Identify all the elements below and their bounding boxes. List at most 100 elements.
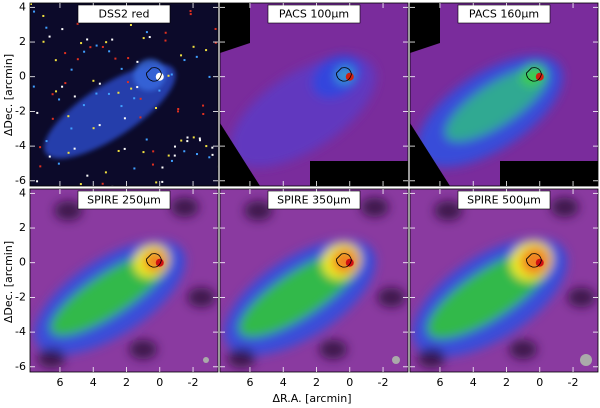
star [95,92,98,95]
x-tick-label: -2 [378,376,389,389]
unmapped-area [220,123,260,186]
star [33,10,36,13]
star [80,42,83,45]
star [195,153,198,156]
x-tick-label: -2 [568,376,579,389]
star [117,149,120,152]
star [205,49,208,52]
star [183,59,186,62]
source-core [535,258,544,267]
star [92,127,95,130]
star [189,10,192,13]
map-panel [410,3,598,186]
star [67,115,70,118]
star [120,105,123,108]
star [32,85,35,88]
map-panel [30,189,218,372]
star [161,166,164,169]
panel-label-text: PACS 160μm [469,8,539,21]
star [208,156,211,159]
star [36,180,39,183]
y-tick-label: -4 [15,139,26,152]
x-tick-label: 4 [470,376,477,389]
dark-patch [227,348,256,369]
star [208,75,211,78]
star [89,46,92,49]
unmapped-area [310,161,408,186]
star [111,38,114,41]
emission [412,197,596,369]
panel-frame [219,188,409,373]
star [123,147,126,150]
star [117,91,120,94]
beam [392,356,400,364]
star [70,127,73,130]
star [67,151,70,154]
star [177,110,180,113]
x-tick-label: 0 [346,376,353,389]
star [151,163,154,166]
star [127,57,130,60]
star [105,41,108,44]
star [177,108,180,110]
dark-patch [170,197,199,218]
star [133,167,136,170]
star [155,181,158,184]
star [64,52,67,55]
contour [336,253,352,268]
emission-layer [445,67,549,142]
star [120,67,123,70]
panel-label-text: SPIRE 350μm [277,194,351,207]
label-box [77,190,171,210]
star [211,146,214,149]
star [95,44,98,47]
panel-label: SPIRE 500μm [457,190,551,210]
star [48,155,51,158]
unmapped-area [500,161,598,186]
star [45,26,48,29]
star [214,27,217,30]
star [39,146,42,149]
y-axis-label: ΔDec. [arcmin] [2,241,15,323]
star [86,174,89,177]
star [167,154,170,157]
star [139,97,142,100]
star [73,147,76,150]
y-tick-label: -4 [15,325,26,338]
panel-label-text: PACS 100μm [279,8,349,21]
star [173,154,176,157]
panel-label-text: SPIRE 500μm [467,194,541,207]
star [76,22,79,25]
panel-label: DSS2 red [77,4,171,24]
y-tick-label: 2 [19,221,26,234]
star [145,138,148,141]
contour [526,67,542,82]
x-tick-label: 0 [156,376,163,389]
unmapped-area [410,3,440,53]
star [45,140,48,143]
star [61,85,64,88]
star [152,150,155,153]
map-panel [30,3,218,186]
star [126,81,129,84]
panel-frame [409,2,599,187]
star [195,55,198,58]
dark-patch [550,197,579,218]
panel-label: PACS 160μm [457,4,551,24]
star [114,57,117,60]
source-core [345,258,354,267]
star [142,37,145,40]
star [202,104,205,107]
y-tick-label: 4 [19,0,26,13]
star [164,31,167,34]
star [136,60,139,63]
x-tick-label: 6 [436,376,443,389]
dark-patch [319,339,348,360]
star [202,113,205,115]
dark-patch [187,287,216,308]
star [170,73,173,76]
emission-layer [133,59,167,91]
x-tick-label: 4 [90,376,97,389]
panel-frame [29,188,219,373]
star [107,92,110,95]
